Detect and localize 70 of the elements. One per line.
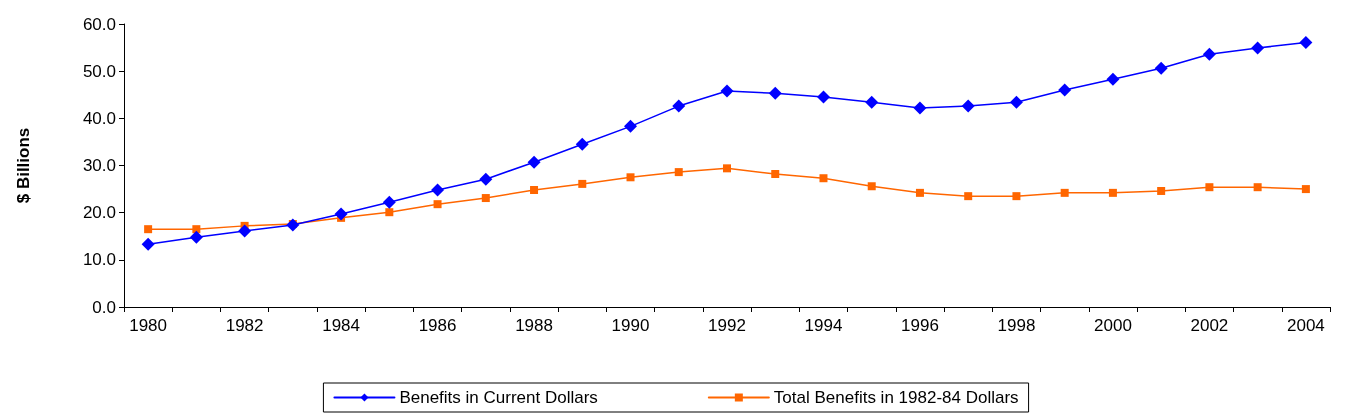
point: [192, 225, 201, 234]
point: [1009, 95, 1023, 109]
legend-label: Total Benefits in 1982-84 Dollars: [773, 388, 1019, 407]
point: [144, 225, 153, 234]
point: [723, 164, 731, 173]
legend-label: Benefits in Current Dollars: [399, 388, 598, 407]
point: [382, 195, 396, 209]
point: [961, 99, 975, 113]
x-tick-label: 1994: [804, 316, 843, 335]
y-tick-label: 50.0: [82, 61, 116, 81]
y-tick-label: 0.0: [92, 297, 116, 317]
point: [1157, 186, 1166, 195]
point: [334, 207, 348, 221]
y-tick-label: 60.0: [82, 14, 116, 34]
point: [626, 173, 635, 182]
point: [1299, 35, 1313, 49]
point: [672, 99, 686, 113]
point: [1058, 83, 1072, 97]
point: [141, 237, 155, 251]
point: [768, 86, 782, 100]
point: [867, 182, 876, 191]
point: [286, 218, 300, 232]
y-tick-label: 40.0: [82, 108, 116, 128]
point: [1205, 183, 1214, 192]
point: [530, 186, 539, 195]
point: [1301, 185, 1310, 194]
point: [1251, 41, 1265, 55]
x-tick-label: 2004: [1286, 316, 1325, 335]
point: [1154, 61, 1168, 75]
x-tick-label: 1982: [225, 316, 264, 335]
point: [385, 208, 394, 217]
point: [771, 169, 780, 178]
x-tick-label: 1992: [708, 316, 746, 335]
point: [674, 168, 683, 177]
point: [1108, 188, 1117, 197]
point: [1202, 47, 1216, 61]
x-tick-label: 1990: [611, 316, 650, 335]
point: [479, 172, 493, 186]
x-tick-label: 2002: [1190, 316, 1229, 335]
y-axis-title: $ Billions: [14, 127, 33, 204]
y-tick-label: 10.0: [82, 250, 116, 270]
point: [575, 137, 589, 151]
point: [481, 194, 490, 203]
point: [578, 179, 587, 188]
x-tick-label: 2000: [1094, 316, 1132, 335]
point: [624, 119, 638, 133]
point: [913, 101, 927, 115]
x-tick-label: 1980: [129, 316, 168, 335]
point: [238, 224, 252, 238]
point: [433, 200, 442, 209]
point: [816, 90, 830, 104]
x-tick-label: 1984: [322, 316, 360, 335]
point: [189, 230, 203, 244]
x-tick-label: 1998: [997, 316, 1036, 335]
y-tick-label: 20.0: [82, 203, 116, 223]
x-tick-label: 1996: [901, 316, 939, 335]
point: [527, 155, 541, 169]
point: [720, 84, 734, 98]
point: [1060, 188, 1069, 197]
point: [1012, 192, 1021, 201]
point: [431, 183, 445, 197]
y-tick-label: 30.0: [82, 156, 116, 175]
x-tick-label: 1988: [515, 316, 553, 335]
point: [819, 174, 828, 183]
point: [865, 95, 879, 109]
point: [915, 188, 924, 197]
x-tick-label: 1986: [418, 316, 457, 335]
point: [1106, 72, 1120, 86]
point: [1253, 183, 1262, 192]
point: [964, 192, 973, 201]
